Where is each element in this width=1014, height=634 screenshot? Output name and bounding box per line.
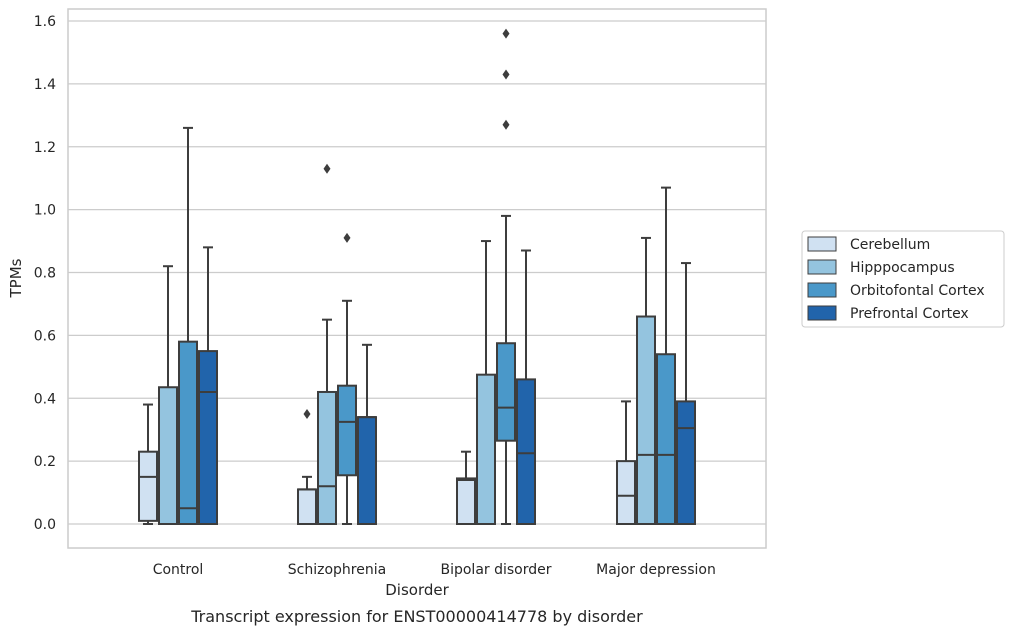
x-tick-label: Control: [153, 562, 204, 578]
box-iqr: [656, 353, 676, 525]
chart-caption: Transcript expression for ENST0000041477…: [190, 607, 643, 626]
y-axis-label: TPMs: [7, 258, 25, 298]
legend-swatch: [807, 305, 837, 321]
box-orbitofontal-cortex: [496, 28, 516, 525]
box-hipppocampus: [636, 236, 656, 526]
box-iqr: [636, 315, 656, 526]
legend-swatch: [807, 259, 837, 275]
y-tick-label: 0.8: [34, 266, 56, 282]
box-iqr: [476, 373, 496, 525]
box-iqr: [496, 342, 516, 442]
box-orbitofontal-cortex: [656, 186, 676, 525]
x-ticks: Control Schizophrenia Bipolar disorder Majo…: [153, 562, 716, 578]
y-tick-label: 1.2: [34, 140, 56, 156]
x-axis-label: Disorder: [385, 581, 449, 599]
legend-label: Orbitofontal Cortex: [850, 283, 985, 299]
box-iqr: [178, 340, 198, 525]
box-prefrontal-cortex: [516, 249, 536, 526]
outlier-point: [502, 69, 510, 80]
legend-swatch: [807, 236, 837, 252]
box-iqr: [317, 390, 337, 525]
y-tick-label: 1.0: [34, 203, 56, 219]
outlier-point: [502, 119, 510, 130]
box-iqr: [138, 450, 158, 522]
box-iqr: [616, 460, 636, 525]
box-iqr: [676, 400, 696, 525]
legend: Cerebellum Hipppocampus Orbitofontal Corte…: [801, 230, 1005, 328]
outlier-point: [343, 232, 351, 243]
y-tick-label: 0.4: [34, 391, 56, 407]
x-tick-label: Major depression: [596, 562, 716, 578]
y-tick-label: 0.2: [34, 454, 56, 470]
box-iqr: [198, 350, 218, 525]
box-cerebellum: [456, 450, 476, 525]
y-tick-label: 1.6: [34, 14, 56, 30]
box-hipppocampus: [158, 265, 178, 526]
box-hipppocampus: [317, 163, 337, 525]
box-prefrontal-cortex: [676, 262, 696, 525]
y-tick-label: 0.0: [34, 517, 56, 533]
legend-frame: [801, 230, 1005, 328]
boxes: [138, 28, 696, 526]
box-orbitofontal-cortex: [178, 126, 198, 525]
legend-swatch: [807, 282, 837, 298]
x-tick-label: Bipolar disorder: [440, 562, 551, 578]
x-tick-label: Schizophrenia: [288, 562, 386, 578]
y-tick-label: 0.6: [34, 328, 56, 344]
plot-frame: [67, 8, 767, 549]
box-iqr: [337, 384, 357, 477]
outlier-point: [303, 408, 311, 419]
box-iqr: [158, 386, 178, 526]
box-cerebellum: [297, 408, 317, 526]
box-iqr: [297, 488, 317, 526]
legend-label: Hipppocampus: [850, 260, 955, 276]
box-cerebellum: [138, 403, 158, 525]
box-orbitofontal-cortex: [337, 232, 357, 525]
y-tick-label: 1.4: [34, 77, 56, 93]
y-ticks: 0.0 0.2 0.4 0.6 0.8 1.0 1.2 1.4 1.6: [34, 14, 56, 533]
legend-label: Cerebellum: [850, 237, 930, 253]
outlier-point: [502, 28, 510, 39]
box-iqr: [357, 416, 377, 525]
box-prefrontal-cortex: [357, 343, 377, 525]
box-iqr: [456, 477, 476, 525]
outlier-point: [323, 163, 331, 174]
box-prefrontal-cortex: [198, 246, 218, 525]
box-cerebellum: [616, 400, 636, 525]
box-iqr: [516, 378, 536, 526]
box-hipppocampus: [476, 240, 496, 525]
legend-label: Prefrontal Cortex: [850, 306, 969, 322]
legend-entries: Cerebellum Hipppocampus Orbitofontal Corte…: [807, 236, 985, 322]
